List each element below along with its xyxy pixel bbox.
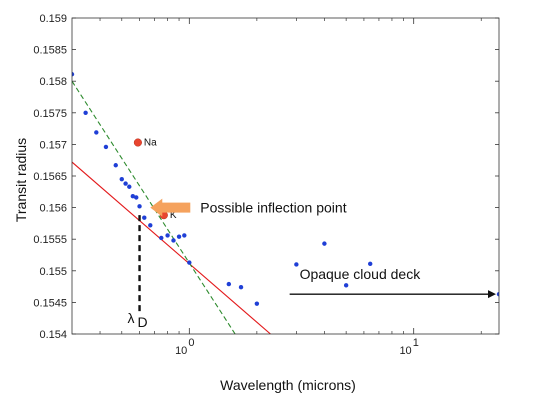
data-point xyxy=(123,181,128,186)
special-point xyxy=(133,138,142,147)
data-point xyxy=(368,261,373,267)
y-tick-label: 0.1545 xyxy=(33,297,67,309)
data-point xyxy=(322,241,327,246)
data-point xyxy=(165,233,170,238)
data-point xyxy=(176,234,182,239)
data-point xyxy=(187,260,192,265)
data-point xyxy=(103,144,109,150)
data-point xyxy=(94,130,99,135)
plot-frame xyxy=(71,17,500,335)
x-tick-exponent: 1 xyxy=(413,337,419,349)
inflection-annotation: Possible inflection point xyxy=(200,200,346,216)
y-tick-label: 0.1565 xyxy=(33,171,67,183)
data-point xyxy=(134,195,139,200)
data-point xyxy=(137,204,142,209)
solid-fit-line xyxy=(72,161,271,334)
y-tick-label: 0.157 xyxy=(39,139,67,151)
data-point xyxy=(226,281,232,287)
y-tick-label: 0.159 xyxy=(39,13,67,25)
cloud-arrow-head xyxy=(488,290,496,299)
x-axis-label: Wavelength (microns) xyxy=(220,377,356,393)
y-tick-label: 0.156 xyxy=(39,203,67,215)
data-point xyxy=(148,223,153,228)
x-tick-base: 10 xyxy=(399,345,411,357)
data-point xyxy=(254,301,260,306)
lambda-subscript: D xyxy=(138,314,148,330)
special-point-label: K xyxy=(170,210,177,221)
y-axis-ticks: 0.154 0.1545 0.155 0.1555 0.156 0.1565 0.157 0.… xyxy=(33,13,499,341)
y-tick-label: 0.154 xyxy=(39,329,67,341)
x-tick-label: 100 xyxy=(175,337,194,357)
y-tick-label: 0.158 xyxy=(39,76,67,88)
plot-content: Na K xyxy=(72,72,499,334)
data-point xyxy=(72,72,75,77)
data-point xyxy=(113,163,118,168)
data-point xyxy=(171,238,176,243)
y-tick-label: 0.1585 xyxy=(33,45,67,57)
y-tick-label: 0.155 xyxy=(39,266,67,278)
data-point xyxy=(294,262,299,267)
data-point xyxy=(238,285,244,290)
data-point xyxy=(182,233,187,238)
y-tick-label: 0.1555 xyxy=(33,234,67,246)
x-tick-label: 101 xyxy=(399,337,418,357)
x-tick-base: 10 xyxy=(175,345,187,357)
plot-area: Na K Possible inflection point Opaque cloud… xyxy=(72,72,499,334)
y-axis-label: Transit radius xyxy=(13,138,29,222)
y-tick-label: 0.1575 xyxy=(33,108,67,120)
data-point xyxy=(159,235,164,241)
special-point-label: Na xyxy=(144,138,157,149)
x-tick-exponent: 0 xyxy=(188,337,194,349)
cloud-annotation: Opaque cloud deck xyxy=(300,266,422,282)
data-point xyxy=(83,110,88,116)
data-point xyxy=(130,194,136,199)
lambda-symbol: λ xyxy=(128,310,135,326)
data-point xyxy=(496,291,499,297)
inflection-arrow-shaft xyxy=(159,202,191,213)
data-point xyxy=(343,283,349,288)
dashed-fit-line xyxy=(72,80,236,334)
data-point xyxy=(142,215,147,220)
inflection-arrow-head xyxy=(150,198,163,217)
data-point xyxy=(119,176,124,182)
data-point xyxy=(127,184,132,189)
